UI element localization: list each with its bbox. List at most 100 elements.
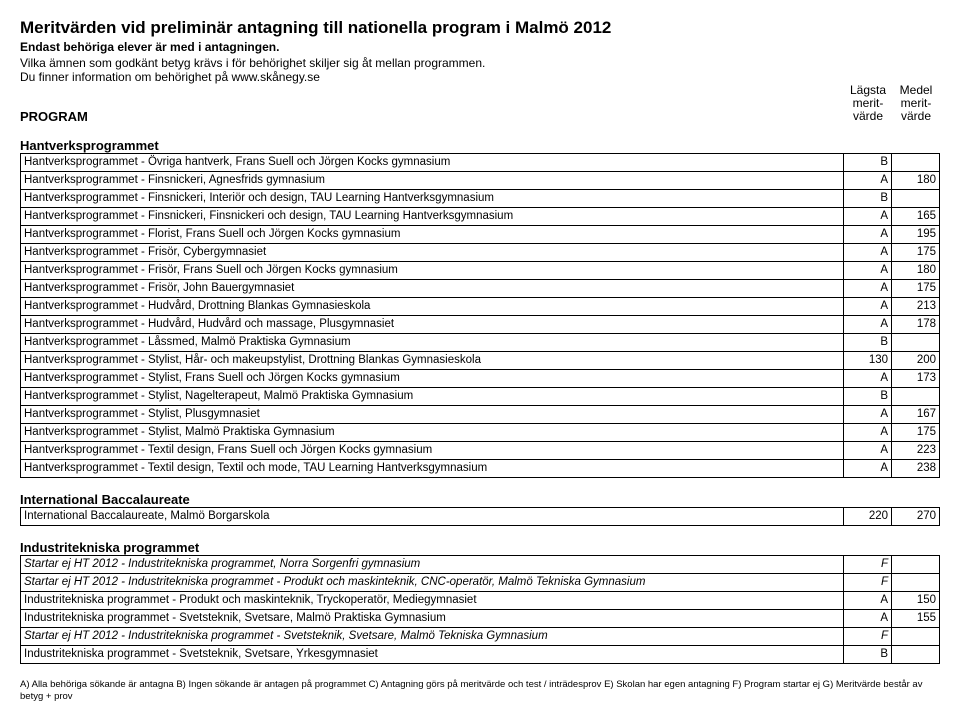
row-mean-value: 175	[892, 423, 940, 441]
row-description: Hantverksprogrammet - Florist, Frans Sue…	[21, 225, 844, 243]
row-description: Hantverksprogrammet - Låssmed, Malmö Pra…	[21, 333, 844, 351]
row-description: Hantverksprogrammet - Finsnickeri, Agnes…	[21, 171, 844, 189]
program-column-label: PROGRAM	[20, 109, 88, 124]
table-row: International Baccalaureate, Malmö Borga…	[21, 507, 940, 525]
table-row: Hantverksprogrammet - Florist, Frans Sue…	[21, 225, 940, 243]
section-title: Hantverksprogrammet	[20, 138, 940, 153]
row-description: Hantverksprogrammet - Stylist, Plusgymna…	[21, 405, 844, 423]
row-description: International Baccalaureate, Malmö Borga…	[21, 507, 844, 525]
row-description: Hantverksprogrammet - Hudvård, Hudvård o…	[21, 315, 844, 333]
page-title: Meritvärden vid preliminär antagning til…	[20, 18, 940, 38]
row-lowest-value: A	[844, 171, 892, 189]
row-mean-value: 175	[892, 279, 940, 297]
row-mean-value: 175	[892, 243, 940, 261]
row-description: Hantverksprogrammet - Stylist, Nageltera…	[21, 387, 844, 405]
row-description: Hantverksprogrammet - Stylist, Hår- och …	[21, 351, 844, 369]
row-lowest-value: A	[844, 609, 892, 627]
table-row: Hantverksprogrammet - Finsnickeri, Finsn…	[21, 207, 940, 225]
row-description: Industritekniska programmet - Svetstekni…	[21, 645, 844, 663]
row-lowest-value: B	[844, 189, 892, 207]
row-mean-value	[892, 333, 940, 351]
value-column-headers: Lägsta merit- värde Medel merit- värde	[844, 84, 940, 124]
table-row: Hantverksprogrammet - Textil design, Tex…	[21, 459, 940, 477]
row-description: Hantverksprogrammet - Frisör, Frans Suel…	[21, 261, 844, 279]
col-header-lowest: Lägsta merit- värde	[844, 84, 892, 124]
row-lowest-value: A	[844, 297, 892, 315]
row-mean-value	[892, 555, 940, 573]
row-lowest-value: A	[844, 279, 892, 297]
row-lowest-value: F	[844, 555, 892, 573]
info-line-2: Du finner information om behörighet på w…	[20, 70, 940, 84]
table-row: Hantverksprogrammet - Övriga hantverk, F…	[21, 153, 940, 171]
row-lowest-value: A	[844, 207, 892, 225]
row-description: Startar ej HT 2012 - Industritekniska pr…	[21, 573, 844, 591]
row-description: Hantverksprogrammet - Övriga hantverk, F…	[21, 153, 844, 171]
footer-legend: A) Alla behöriga sökande är antagna B) I…	[20, 679, 940, 703]
row-lowest-value: A	[844, 315, 892, 333]
row-description: Startar ej HT 2012 - Industritekniska pr…	[21, 555, 844, 573]
table-row: Startar ej HT 2012 - Industritekniska pr…	[21, 573, 940, 591]
row-mean-value: 180	[892, 171, 940, 189]
table-row: Hantverksprogrammet - Stylist, Frans Sue…	[21, 369, 940, 387]
row-description: Hantverksprogrammet - Textil design, Tex…	[21, 459, 844, 477]
row-lowest-value: A	[844, 591, 892, 609]
row-mean-value: 238	[892, 459, 940, 477]
row-description: Startar ej HT 2012 - Industritekniska pr…	[21, 627, 844, 645]
table-row: Hantverksprogrammet - Frisör, Cybergymna…	[21, 243, 940, 261]
row-lowest-value: A	[844, 261, 892, 279]
table-row: Hantverksprogrammet - Frisör, John Bauer…	[21, 279, 940, 297]
row-mean-value: 150	[892, 591, 940, 609]
table-row: Hantverksprogrammet - Frisör, Frans Suel…	[21, 261, 940, 279]
table-row: Hantverksprogrammet - Stylist, Hår- och …	[21, 351, 940, 369]
row-description: Hantverksprogrammet - Finsnickeri, Inter…	[21, 189, 844, 207]
row-description: Industritekniska programmet - Svetstekni…	[21, 609, 844, 627]
data-table: Hantverksprogrammet - Övriga hantverk, F…	[20, 153, 940, 478]
row-mean-value: 167	[892, 405, 940, 423]
row-description: Hantverksprogrammet - Textil design, Fra…	[21, 441, 844, 459]
row-lowest-value: A	[844, 369, 892, 387]
row-mean-value: 195	[892, 225, 940, 243]
section-title: Industritekniska programmet	[20, 540, 940, 555]
section-title: International Baccalaureate	[20, 492, 940, 507]
row-lowest-value: F	[844, 627, 892, 645]
row-lowest-value: F	[844, 573, 892, 591]
page-subtitle: Endast behöriga elever är med i antagnin…	[20, 40, 940, 54]
row-mean-value: 270	[892, 507, 940, 525]
row-mean-value: 223	[892, 441, 940, 459]
row-description: Hantverksprogrammet - Hudvård, Drottning…	[21, 297, 844, 315]
row-mean-value	[892, 387, 940, 405]
row-lowest-value: A	[844, 423, 892, 441]
row-lowest-value: B	[844, 645, 892, 663]
row-mean-value	[892, 189, 940, 207]
row-mean-value: 180	[892, 261, 940, 279]
row-mean-value: 213	[892, 297, 940, 315]
table-row: Startar ej HT 2012 - Industritekniska pr…	[21, 627, 940, 645]
data-table: International Baccalaureate, Malmö Borga…	[20, 507, 940, 526]
table-row: Hantverksprogrammet - Stylist, Plusgymna…	[21, 405, 940, 423]
info-line-1: Vilka ämnen som godkänt betyg krävs i fö…	[20, 56, 940, 70]
table-row: Hantverksprogrammet - Stylist, Nageltera…	[21, 387, 940, 405]
table-row: Industritekniska programmet - Svetstekni…	[21, 609, 940, 627]
table-row: Hantverksprogrammet - Stylist, Malmö Pra…	[21, 423, 940, 441]
table-row: Hantverksprogrammet - Textil design, Fra…	[21, 441, 940, 459]
row-mean-value: 155	[892, 609, 940, 627]
table-row: Hantverksprogrammet - Hudvård, Hudvård o…	[21, 315, 940, 333]
row-description: Industritekniska programmet - Produkt oc…	[21, 591, 844, 609]
row-mean-value: 200	[892, 351, 940, 369]
table-row: Hantverksprogrammet - Låssmed, Malmö Pra…	[21, 333, 940, 351]
row-description: Hantverksprogrammet - Frisör, Cybergymna…	[21, 243, 844, 261]
col-header-mean: Medel merit- värde	[892, 84, 940, 124]
row-mean-value	[892, 627, 940, 645]
table-row: Startar ej HT 2012 - Industritekniska pr…	[21, 555, 940, 573]
row-mean-value: 165	[892, 207, 940, 225]
row-lowest-value: B	[844, 387, 892, 405]
row-mean-value: 178	[892, 315, 940, 333]
row-description: Hantverksprogrammet - Stylist, Frans Sue…	[21, 369, 844, 387]
table-row: Hantverksprogrammet - Hudvård, Drottning…	[21, 297, 940, 315]
row-lowest-value: A	[844, 243, 892, 261]
row-lowest-value: B	[844, 153, 892, 171]
data-table: Startar ej HT 2012 - Industritekniska pr…	[20, 555, 940, 664]
table-row: Hantverksprogrammet - Finsnickeri, Agnes…	[21, 171, 940, 189]
row-description: Hantverksprogrammet - Stylist, Malmö Pra…	[21, 423, 844, 441]
row-mean-value	[892, 573, 940, 591]
